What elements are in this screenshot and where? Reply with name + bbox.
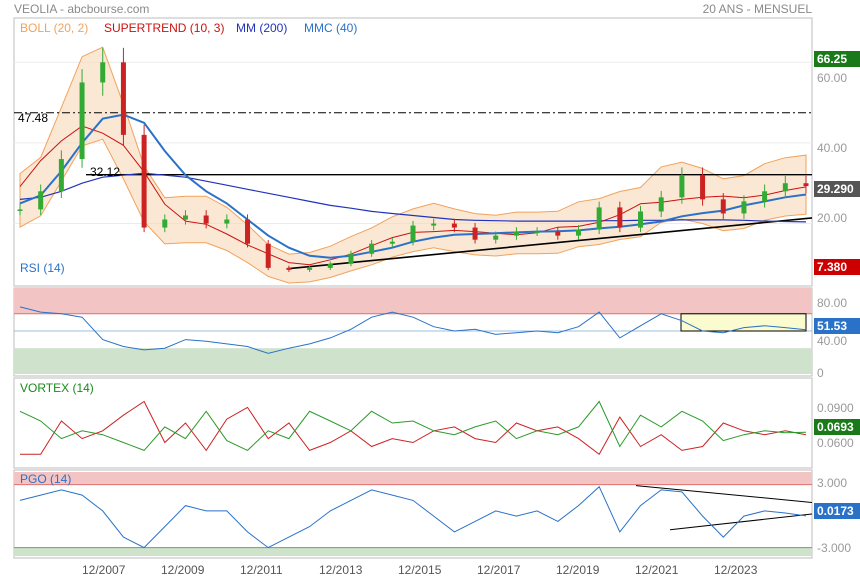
rsi-range-box [680, 313, 807, 332]
candle-body [472, 227, 478, 240]
candle-body [555, 231, 561, 236]
candle-body [58, 159, 64, 192]
candle-body [410, 225, 416, 242]
candle-body [203, 215, 209, 224]
candle-body [224, 219, 230, 224]
rsi-tick-40: 40.00 [817, 334, 848, 348]
pgo-lower-trendline [669, 513, 813, 531]
x-tick: 12/2015 [398, 563, 442, 577]
candle-body [638, 211, 644, 228]
price-label-4748: 47.48 [18, 111, 49, 125]
candle-body [493, 235, 499, 240]
candle-body [38, 191, 44, 210]
pgo-high-zone [14, 472, 812, 485]
candle-body [369, 243, 375, 254]
candle-body [700, 175, 706, 200]
x-tick: 12/2017 [477, 563, 521, 577]
vortex-tick-high: 0.0900 [817, 401, 854, 415]
price-tag-last: 29.290 [814, 181, 860, 197]
candle-body [575, 229, 581, 236]
candle-body [596, 207, 602, 230]
pgo-upper-trendline [635, 485, 813, 503]
legend-mmc40: MMC (40) [304, 21, 358, 35]
candle-body [679, 175, 685, 198]
vortex-minus-line [20, 400, 807, 456]
candle-body [327, 263, 333, 268]
rsi-tick-0: 0 [817, 366, 824, 380]
rsi-tick-80: 80.00 [817, 296, 848, 310]
x-tick: 12/2019 [556, 563, 600, 577]
x-tick: 12/2011 [240, 563, 283, 577]
rsi-label: RSI (14) [20, 261, 65, 275]
pgo-tick-high: 3.000 [817, 476, 848, 490]
price-tag-bottom: 7.380 [814, 259, 860, 275]
chart-title: VEOLIA - abcbourse.com [14, 2, 150, 16]
candle-body [762, 191, 768, 202]
rsi-oversold-zone [14, 348, 812, 374]
pgo-last-tag: 0.0173 [814, 503, 860, 519]
candle-body [286, 267, 292, 270]
pgo-line [19, 485, 807, 549]
candle-body [720, 199, 726, 214]
candle-body [803, 183, 809, 187]
candle-body [307, 267, 313, 270]
rsi-overbought-zone [14, 288, 812, 314]
candle-body [17, 209, 23, 211]
rsi-line [19, 306, 807, 354]
x-tick: 12/2009 [161, 563, 205, 577]
legend-supertrend: SUPERTREND (10, 3) [104, 21, 225, 35]
main-tick-40: 40.00 [817, 141, 848, 155]
candle-body [100, 62, 106, 83]
candle-body [741, 201, 747, 214]
vortex-panel [13, 377, 813, 469]
support-trendline [287, 217, 813, 270]
vortex-plus-line [19, 400, 807, 451]
candle-body [431, 223, 437, 226]
candle-body [182, 215, 188, 220]
x-tick: 12/2007 [82, 563, 126, 577]
pgo-low-zone [14, 547, 812, 556]
candle-body [451, 223, 457, 228]
price-tag-top: 66.25 [814, 51, 860, 67]
candle-body [120, 62, 126, 135]
main-tick-60: 60.00 [817, 71, 848, 85]
candle-body [389, 241, 395, 244]
candle-body [162, 219, 168, 228]
x-tick: 12/2023 [714, 563, 758, 577]
pgo-label: PGO (14) [20, 472, 72, 486]
candle-body [658, 197, 664, 212]
candle-body [513, 231, 519, 236]
rsi-last-tag: 51.53 [814, 318, 860, 334]
legend-boll: BOLL (20, 2) [20, 21, 89, 35]
price-label-3212: 32.12 [90, 165, 121, 179]
vortex-last-tag: 0.0693 [814, 419, 860, 435]
candle-body [348, 253, 354, 264]
candle-body [141, 134, 147, 228]
vortex-label: VORTEX (14) [20, 381, 94, 395]
pgo-tick-low: -3.000 [817, 541, 852, 555]
x-tick: 12/2013 [319, 563, 363, 577]
candle-body [534, 231, 540, 234]
candle-body [79, 82, 85, 160]
vortex-tick-low: 0.0600 [817, 436, 854, 450]
candle-body [245, 219, 251, 244]
main-tick-20: 20.00 [817, 211, 848, 225]
candle-body [782, 183, 788, 192]
candle-body [265, 243, 271, 268]
bollinger-band [19, 46, 807, 284]
x-tick: 12/2021 [635, 563, 679, 577]
mm200-line [19, 172, 807, 223]
candle-body [617, 207, 623, 228]
period-label: 20 ANS - MENSUEL [702, 2, 812, 16]
legend-mm200: MM (200) [236, 21, 288, 35]
